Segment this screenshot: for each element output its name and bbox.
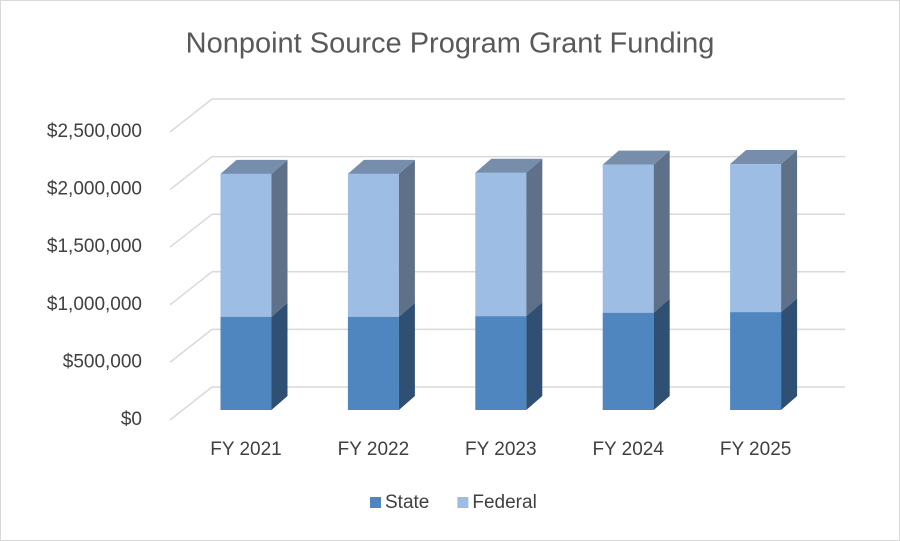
legend-label: Federal (472, 492, 536, 513)
y-tick-label: $2,000,000 (47, 179, 142, 200)
bar-side (271, 302, 288, 410)
x-tick-label: FY 2025 (720, 439, 791, 460)
bar-top (475, 158, 543, 173)
bar-side (271, 159, 288, 317)
x-tick-label: FY 2021 (210, 439, 281, 460)
y-tick-label: $0 (121, 409, 142, 430)
bar-front (475, 316, 527, 410)
bar-front (730, 312, 782, 410)
bar-top (730, 150, 798, 165)
legend-label: State (385, 492, 429, 513)
legend-swatch (457, 497, 469, 508)
bar-side (653, 298, 670, 410)
grid-line (169, 386, 213, 421)
bar-front (475, 172, 527, 317)
bar-side (781, 150, 798, 313)
bar-front (347, 316, 399, 410)
x-tick-label: FY 2023 (465, 439, 536, 460)
y-tick-label: $1,500,000 (47, 236, 142, 257)
grid-line (169, 98, 213, 133)
y-tick-label: $2,500,000 (47, 121, 142, 142)
bar-top (220, 159, 288, 174)
x-tick-label: FY 2024 (592, 439, 664, 460)
legend-swatch (370, 497, 381, 508)
y-tick-label: $1,000,000 (47, 294, 142, 315)
bar-side (526, 302, 543, 410)
x-tick-label: FY 2022 (338, 439, 409, 460)
bar-side (398, 302, 415, 410)
bar-side (781, 298, 798, 410)
bar-side (653, 150, 670, 313)
bar-front (602, 164, 654, 313)
grid-line (169, 328, 213, 363)
bar-top (602, 150, 670, 165)
bar-front (220, 173, 272, 317)
bar-front (220, 316, 272, 410)
bar-top (347, 159, 415, 174)
bar-front (730, 164, 782, 313)
bar-front (347, 173, 399, 317)
y-tick-label: $500,000 (63, 351, 142, 372)
grid-line (169, 271, 213, 306)
grid-line (169, 213, 213, 248)
chart-title: Nonpoint Source Program Grant Funding (186, 28, 715, 60)
bar-side (398, 159, 415, 317)
grid-line (169, 156, 213, 191)
bar-side (526, 158, 543, 317)
bar-front (602, 312, 654, 410)
